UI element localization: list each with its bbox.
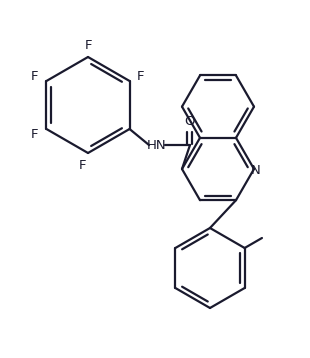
Text: F: F (84, 39, 92, 52)
Text: HN: HN (147, 139, 167, 151)
Text: F: F (31, 127, 38, 140)
Text: F: F (79, 159, 87, 171)
Text: N: N (251, 164, 261, 176)
Text: F: F (31, 69, 38, 82)
Text: O: O (185, 115, 195, 127)
Text: F: F (137, 69, 144, 82)
